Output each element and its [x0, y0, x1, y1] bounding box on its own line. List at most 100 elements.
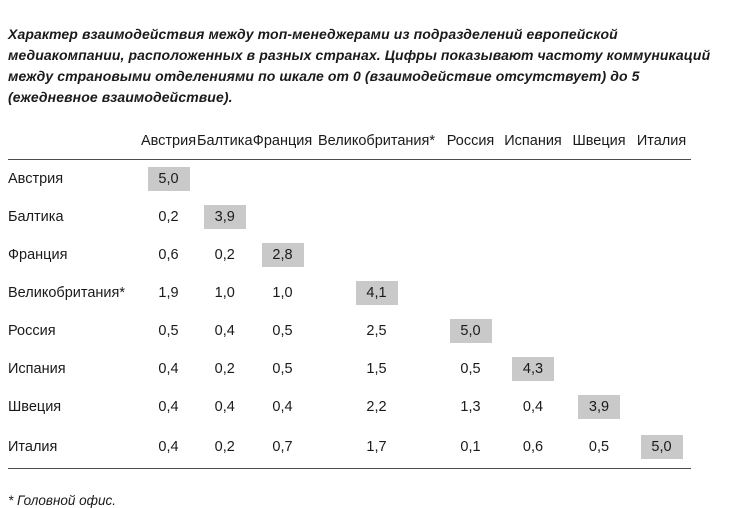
matrix-cell: 0,2 [214, 361, 235, 377]
matrix-cell: 1,0 [272, 285, 293, 301]
matrix-cell: 0,5 [272, 323, 293, 339]
matrix-cell: 0,4 [158, 361, 179, 377]
col-header-uk: Великобритания* [312, 133, 441, 160]
matrix-cell-empty [566, 312, 633, 350]
table-row-sweden: Швеция 0,4 0,4 0,4 2,2 1,3 0,4 3,9 [8, 388, 691, 426]
matrix-cell-diagonal: 3,9 [197, 198, 253, 236]
matrix-cell-empty [501, 160, 566, 199]
diagonal-highlight: 5,0 [640, 435, 683, 459]
table-row-russia: Россия 0,5 0,4 0,5 2,5 5,0 [8, 312, 691, 350]
diagonal-highlight: 5,0 [449, 319, 492, 343]
matrix-cell: 0,5 [565, 426, 633, 469]
table-row-baltics: Балтика 0,2 3,9 [8, 198, 691, 236]
matrix-cell-diagonal: 5,0 [441, 312, 501, 350]
matrix-cell-empty [313, 198, 441, 236]
matrix-cell-diagonal: 4,1 [313, 274, 441, 312]
matrix-cell: 0,4 [158, 399, 179, 415]
matrix-cell-diagonal: 3,9 [566, 388, 633, 426]
matrix-cell-diagonal: 5,0 [140, 160, 197, 199]
matrix-cell: 0,1 [440, 426, 501, 469]
matrix-cell: 0,2 [197, 426, 253, 469]
matrix-cell-empty [501, 274, 566, 312]
row-label: Италия [8, 426, 140, 469]
matrix-cell-empty [253, 160, 313, 199]
matrix-cell: 0,4 [140, 426, 197, 469]
col-header-italy: Италия [632, 133, 691, 160]
diagonal-highlight: 4,1 [355, 281, 398, 305]
table-row-austria: Австрия 5,0 [8, 160, 691, 199]
matrix-cell: 0,4 [214, 323, 235, 339]
diagonal-highlight: 2,8 [261, 243, 304, 267]
header-row: Австрия Балтика Франция Великобритания* … [8, 133, 691, 160]
matrix-cell-empty [313, 236, 441, 274]
matrix-cell-empty [313, 160, 441, 199]
table-caption: Характер взаимодействия между топ-менедж… [8, 26, 711, 105]
matrix-cell-empty [566, 350, 633, 388]
matrix-cell: 0,5 [158, 323, 179, 339]
corner-cell [8, 133, 140, 160]
row-label: Балтика [8, 209, 64, 225]
matrix-cell: 0,4 [272, 399, 293, 415]
matrix-cell-diagonal: 5,0 [632, 426, 691, 469]
matrix-cell: 1,3 [460, 399, 481, 415]
matrix-cell: 2,5 [366, 323, 387, 339]
matrix-cell: 0,7 [252, 426, 313, 469]
matrix-cell-empty [441, 274, 501, 312]
matrix-cell-empty [566, 160, 633, 199]
matrix-cell-diagonal: 4,3 [501, 350, 566, 388]
matrix-cell: 1,9 [158, 285, 179, 301]
row-label: Испания [8, 361, 66, 377]
matrix-cell-empty [633, 388, 691, 426]
matrix-cell-empty [441, 198, 501, 236]
matrix-cell-empty [501, 198, 566, 236]
matrix-cell: 0,6 [158, 247, 179, 263]
table-row-spain: Испания 0,4 0,2 0,5 1,5 0,5 4,3 [8, 350, 691, 388]
col-header-france: Франция [252, 133, 313, 160]
table-row-italy: Италия 0,4 0,2 0,7 1,7 0,1 0,6 0,5 5,0 [8, 426, 691, 469]
col-header-sweden: Швеция [565, 133, 633, 160]
matrix-cell: 0,4 [522, 399, 544, 415]
matrix-cell-diagonal: 2,8 [253, 236, 313, 274]
matrix-cell: 2,2 [366, 399, 387, 415]
matrix-cell-empty [633, 274, 691, 312]
col-header-spain: Испания [500, 133, 566, 160]
row-label: Швеция [8, 399, 62, 415]
diagonal-highlight: 4,3 [512, 357, 555, 381]
col-header-baltics: Балтика [197, 133, 253, 160]
diagonal-highlight: 3,9 [203, 205, 246, 229]
matrix-cell: 0,5 [460, 361, 481, 377]
row-label: Россия [8, 323, 56, 339]
matrix-cell-empty [633, 350, 691, 388]
matrix-cell: 0,2 [158, 209, 179, 225]
matrix-cell-empty [501, 312, 566, 350]
matrix-cell-empty [441, 160, 501, 199]
footnote: * Головной офис. [8, 493, 116, 508]
matrix-cell-empty [566, 236, 633, 274]
col-header-russia: Россия [440, 133, 501, 160]
matrix-cell-empty [253, 198, 313, 236]
table-row-uk: Великобритания* 1,9 1,0 1,0 4,1 [8, 274, 691, 312]
row-label: Австрия [8, 171, 64, 187]
matrix-cell: 0,6 [500, 426, 566, 469]
matrix-cell: 1,0 [214, 285, 235, 301]
diagonal-highlight: 3,9 [578, 395, 621, 419]
interaction-matrix-table: Австрия Балтика Франция Великобритания* … [8, 133, 691, 469]
row-label: Великобритания* [8, 285, 125, 301]
matrix-cell-empty [633, 198, 691, 236]
matrix-cell-empty [566, 274, 633, 312]
matrix-cell: 0,5 [272, 361, 293, 377]
table-row-france: Франция 0,6 0,2 2,8 [8, 236, 691, 274]
matrix-cell: 0,2 [214, 247, 235, 263]
matrix-cell-empty [633, 312, 691, 350]
col-header-austria: Австрия [140, 133, 197, 160]
matrix-cell-empty [633, 160, 691, 199]
matrix-cell: 1,7 [312, 426, 441, 469]
matrix-cell: 0,4 [214, 399, 235, 415]
matrix-cell-empty [633, 236, 691, 274]
matrix-cell: 1,5 [366, 361, 387, 377]
row-label: Франция [8, 247, 68, 263]
matrix-cell-empty [501, 236, 566, 274]
matrix-cell-empty [441, 236, 501, 274]
diagonal-highlight: 5,0 [147, 167, 190, 191]
